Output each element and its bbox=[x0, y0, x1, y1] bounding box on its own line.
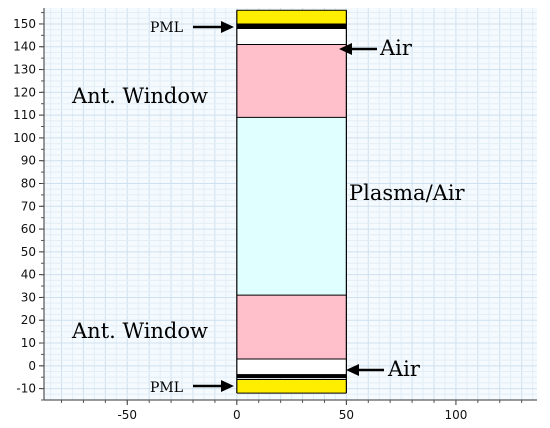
y-tick-label: 100 bbox=[13, 131, 36, 145]
x-tick-label: 0 bbox=[233, 408, 241, 422]
label-plasma-air: Plasma/Air bbox=[349, 181, 466, 205]
arrow-pml-top bbox=[193, 21, 234, 33]
y-tick-label: 110 bbox=[13, 108, 36, 122]
arrow-air-top bbox=[339, 43, 377, 55]
y-tick-label: 40 bbox=[21, 268, 36, 282]
y-tick-label: 50 bbox=[21, 245, 36, 259]
ticks: -50 0 50 100 -10 0 10 20 30 40 50 60 70 80 90 100 110 120… bbox=[13, 12, 523, 422]
axes bbox=[43, 8, 537, 401]
y-tick-label: 90 bbox=[21, 154, 36, 168]
layer-air-1 bbox=[236, 358, 347, 375]
label-window-bottom: Ant. Window bbox=[71, 319, 208, 343]
label-air-bottom: Air bbox=[387, 357, 421, 381]
y-tick-label: 130 bbox=[13, 63, 36, 77]
y-tick-label: 10 bbox=[21, 336, 36, 350]
layer-plasma-air-3 bbox=[236, 117, 347, 296]
arrow-pml-bottom bbox=[193, 380, 234, 392]
label-pml-bottom: PML bbox=[150, 380, 183, 396]
layer-stack bbox=[236, 10, 347, 394]
y-tick-label: -10 bbox=[16, 382, 36, 396]
layer-air-5 bbox=[236, 28, 347, 45]
y-tick-label: 0 bbox=[28, 359, 36, 373]
y-tick-label: 80 bbox=[21, 176, 36, 190]
y-tick-label: 120 bbox=[13, 85, 36, 99]
boundary-lines bbox=[236, 9, 347, 394]
label-window-top: Ant. Window bbox=[71, 84, 208, 108]
layer-ant-window-4 bbox=[236, 44, 347, 118]
y-tick-label: 60 bbox=[21, 222, 36, 236]
label-air-top: Air bbox=[379, 36, 413, 60]
x-tick-label: 100 bbox=[444, 408, 467, 422]
y-tick-label: 140 bbox=[13, 40, 36, 54]
arrow-air-bottom bbox=[346, 364, 384, 376]
y-tick-label: 20 bbox=[21, 313, 36, 327]
y-tick-label: 150 bbox=[13, 17, 36, 31]
layer-ant-window-2 bbox=[236, 295, 347, 359]
layer-pml-0 bbox=[236, 379, 347, 394]
x-tick-label: -50 bbox=[117, 408, 137, 422]
x-tick-label: 50 bbox=[339, 408, 354, 422]
label-pml-top: PML bbox=[150, 20, 183, 36]
layer-pml-6 bbox=[236, 10, 347, 24]
y-tick-label: 70 bbox=[21, 199, 36, 213]
y-tick-label: 30 bbox=[21, 290, 36, 304]
